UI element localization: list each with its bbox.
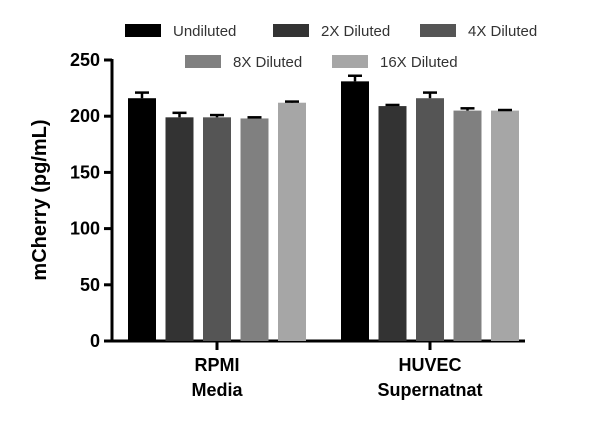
legend-label: 16X Diluted (380, 54, 458, 71)
bar (491, 110, 519, 341)
y-tick-label: 250 (70, 50, 100, 70)
y-tick-label: 150 (70, 162, 100, 182)
legend-item: 8X Diluted (185, 54, 302, 71)
bar (378, 106, 407, 341)
legend-label: 2X Diluted (321, 23, 390, 40)
legend-label: 8X Diluted (233, 54, 302, 71)
bar (341, 81, 369, 341)
legend-swatch (420, 24, 456, 37)
legend-swatch (125, 24, 161, 37)
legend-item: Undiluted (125, 23, 236, 40)
y-tick-label: 0 (90, 331, 100, 351)
bar (453, 110, 482, 341)
bar (128, 98, 156, 341)
legend-item: 4X Diluted (420, 23, 537, 40)
y-tick-label: 50 (80, 275, 100, 295)
category-label-line1: HUVEC (398, 355, 461, 375)
legend: Undiluted 2X Diluted 4X Diluted 8X Diluted 1… (125, 23, 537, 71)
bar (240, 118, 269, 341)
y-tick-label: 100 (70, 219, 100, 239)
bar (165, 117, 194, 341)
legend-item: 2X Diluted (273, 23, 390, 40)
legend-swatch (273, 24, 309, 37)
legend-swatch (332, 55, 368, 68)
bar (416, 98, 444, 341)
category-label-line1: RPMI (195, 355, 240, 375)
bars (128, 74, 519, 341)
legend-swatch (185, 55, 221, 68)
category-label-line2: Supernatnat (377, 380, 482, 400)
legend-label: 4X Diluted (468, 23, 537, 40)
y-axis-title: mCherry (pg/mL) (29, 119, 51, 280)
category-labels: RPMI Media HUVEC Supernatnat (191, 355, 482, 400)
legend-label: Undiluted (173, 23, 236, 40)
legend-item: 16X Diluted (332, 54, 458, 71)
category-label-line2: Media (191, 380, 243, 400)
bar (278, 102, 306, 341)
bar (203, 117, 231, 341)
y-tick-label: 200 (70, 106, 100, 126)
